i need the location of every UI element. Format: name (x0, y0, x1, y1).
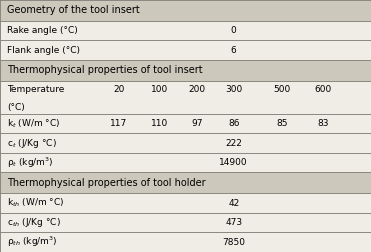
Bar (0, 0, 371, 21)
Bar (0, 60, 371, 81)
Text: 20: 20 (113, 85, 124, 94)
Text: 83: 83 (317, 119, 328, 128)
Text: Temperature: Temperature (7, 85, 65, 94)
Text: Rake angle (°C): Rake angle (°C) (7, 26, 78, 35)
Text: 473: 473 (225, 218, 242, 227)
Text: 222: 222 (225, 139, 242, 148)
Text: 97: 97 (191, 119, 202, 128)
Text: 600: 600 (314, 85, 331, 94)
Text: ρ$_{th}$ (kg/m$^3$): ρ$_{th}$ (kg/m$^3$) (7, 235, 58, 249)
Text: 110: 110 (151, 119, 168, 128)
Text: 100: 100 (151, 85, 168, 94)
Text: k$_t$ (W/m °C): k$_t$ (W/m °C) (7, 117, 61, 130)
Text: Flank angle (°C): Flank angle (°C) (7, 46, 81, 55)
Text: 86: 86 (228, 119, 239, 128)
Text: 200: 200 (188, 85, 205, 94)
Text: 7850: 7850 (222, 238, 245, 247)
Text: Thermophysical properties of tool holder: Thermophysical properties of tool holder (7, 178, 206, 188)
Text: 6: 6 (231, 46, 237, 55)
Text: Thermophysical properties of tool insert: Thermophysical properties of tool insert (7, 66, 203, 75)
Text: 42: 42 (228, 199, 239, 208)
Text: 117: 117 (110, 119, 127, 128)
Bar (0, 173, 371, 194)
Text: k$_{th}$ (W/m °C): k$_{th}$ (W/m °C) (7, 197, 65, 209)
Text: c$_t$ (J/Kg °C): c$_t$ (J/Kg °C) (7, 137, 57, 150)
Text: c$_{th}$ (J/Kg °C): c$_{th}$ (J/Kg °C) (7, 216, 61, 229)
Text: Geometry of the tool insert: Geometry of the tool insert (7, 6, 140, 15)
Text: 14900: 14900 (219, 158, 248, 167)
Text: ρ$_t$ (kg/m$^3$): ρ$_t$ (kg/m$^3$) (7, 155, 54, 170)
Text: 85: 85 (276, 119, 288, 128)
Text: 0: 0 (231, 26, 237, 35)
Text: (°C): (°C) (7, 103, 25, 112)
Text: 500: 500 (273, 85, 290, 94)
Text: 300: 300 (225, 85, 242, 94)
